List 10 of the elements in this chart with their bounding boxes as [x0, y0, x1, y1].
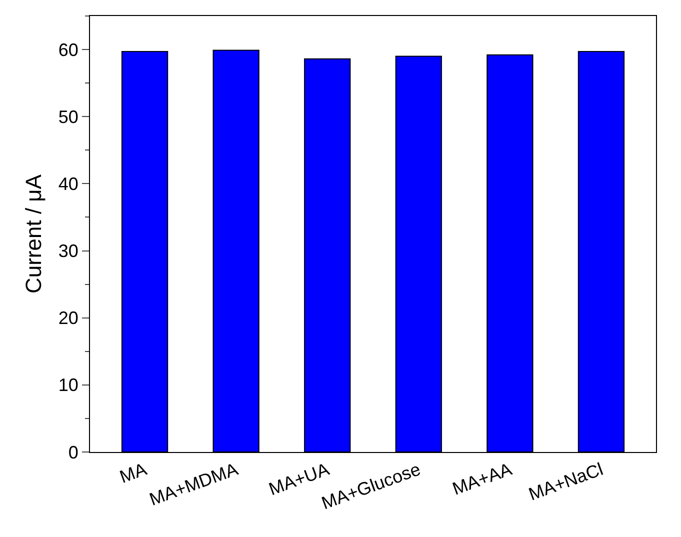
y-tick-label: 50	[58, 106, 78, 127]
y-axis-title: Current / μA	[21, 174, 46, 294]
y-tick-label: 30	[58, 241, 78, 262]
y-tick-label: 0	[68, 442, 78, 462]
x-tick-label: MA+AA	[450, 459, 514, 499]
x-tick-label: MA	[117, 459, 150, 488]
y-tick-label: 40	[58, 174, 78, 194]
y-tick-label: 10	[58, 375, 78, 396]
y-tick-label: 60	[58, 40, 78, 60]
y-tick-label: 20	[58, 308, 78, 328]
